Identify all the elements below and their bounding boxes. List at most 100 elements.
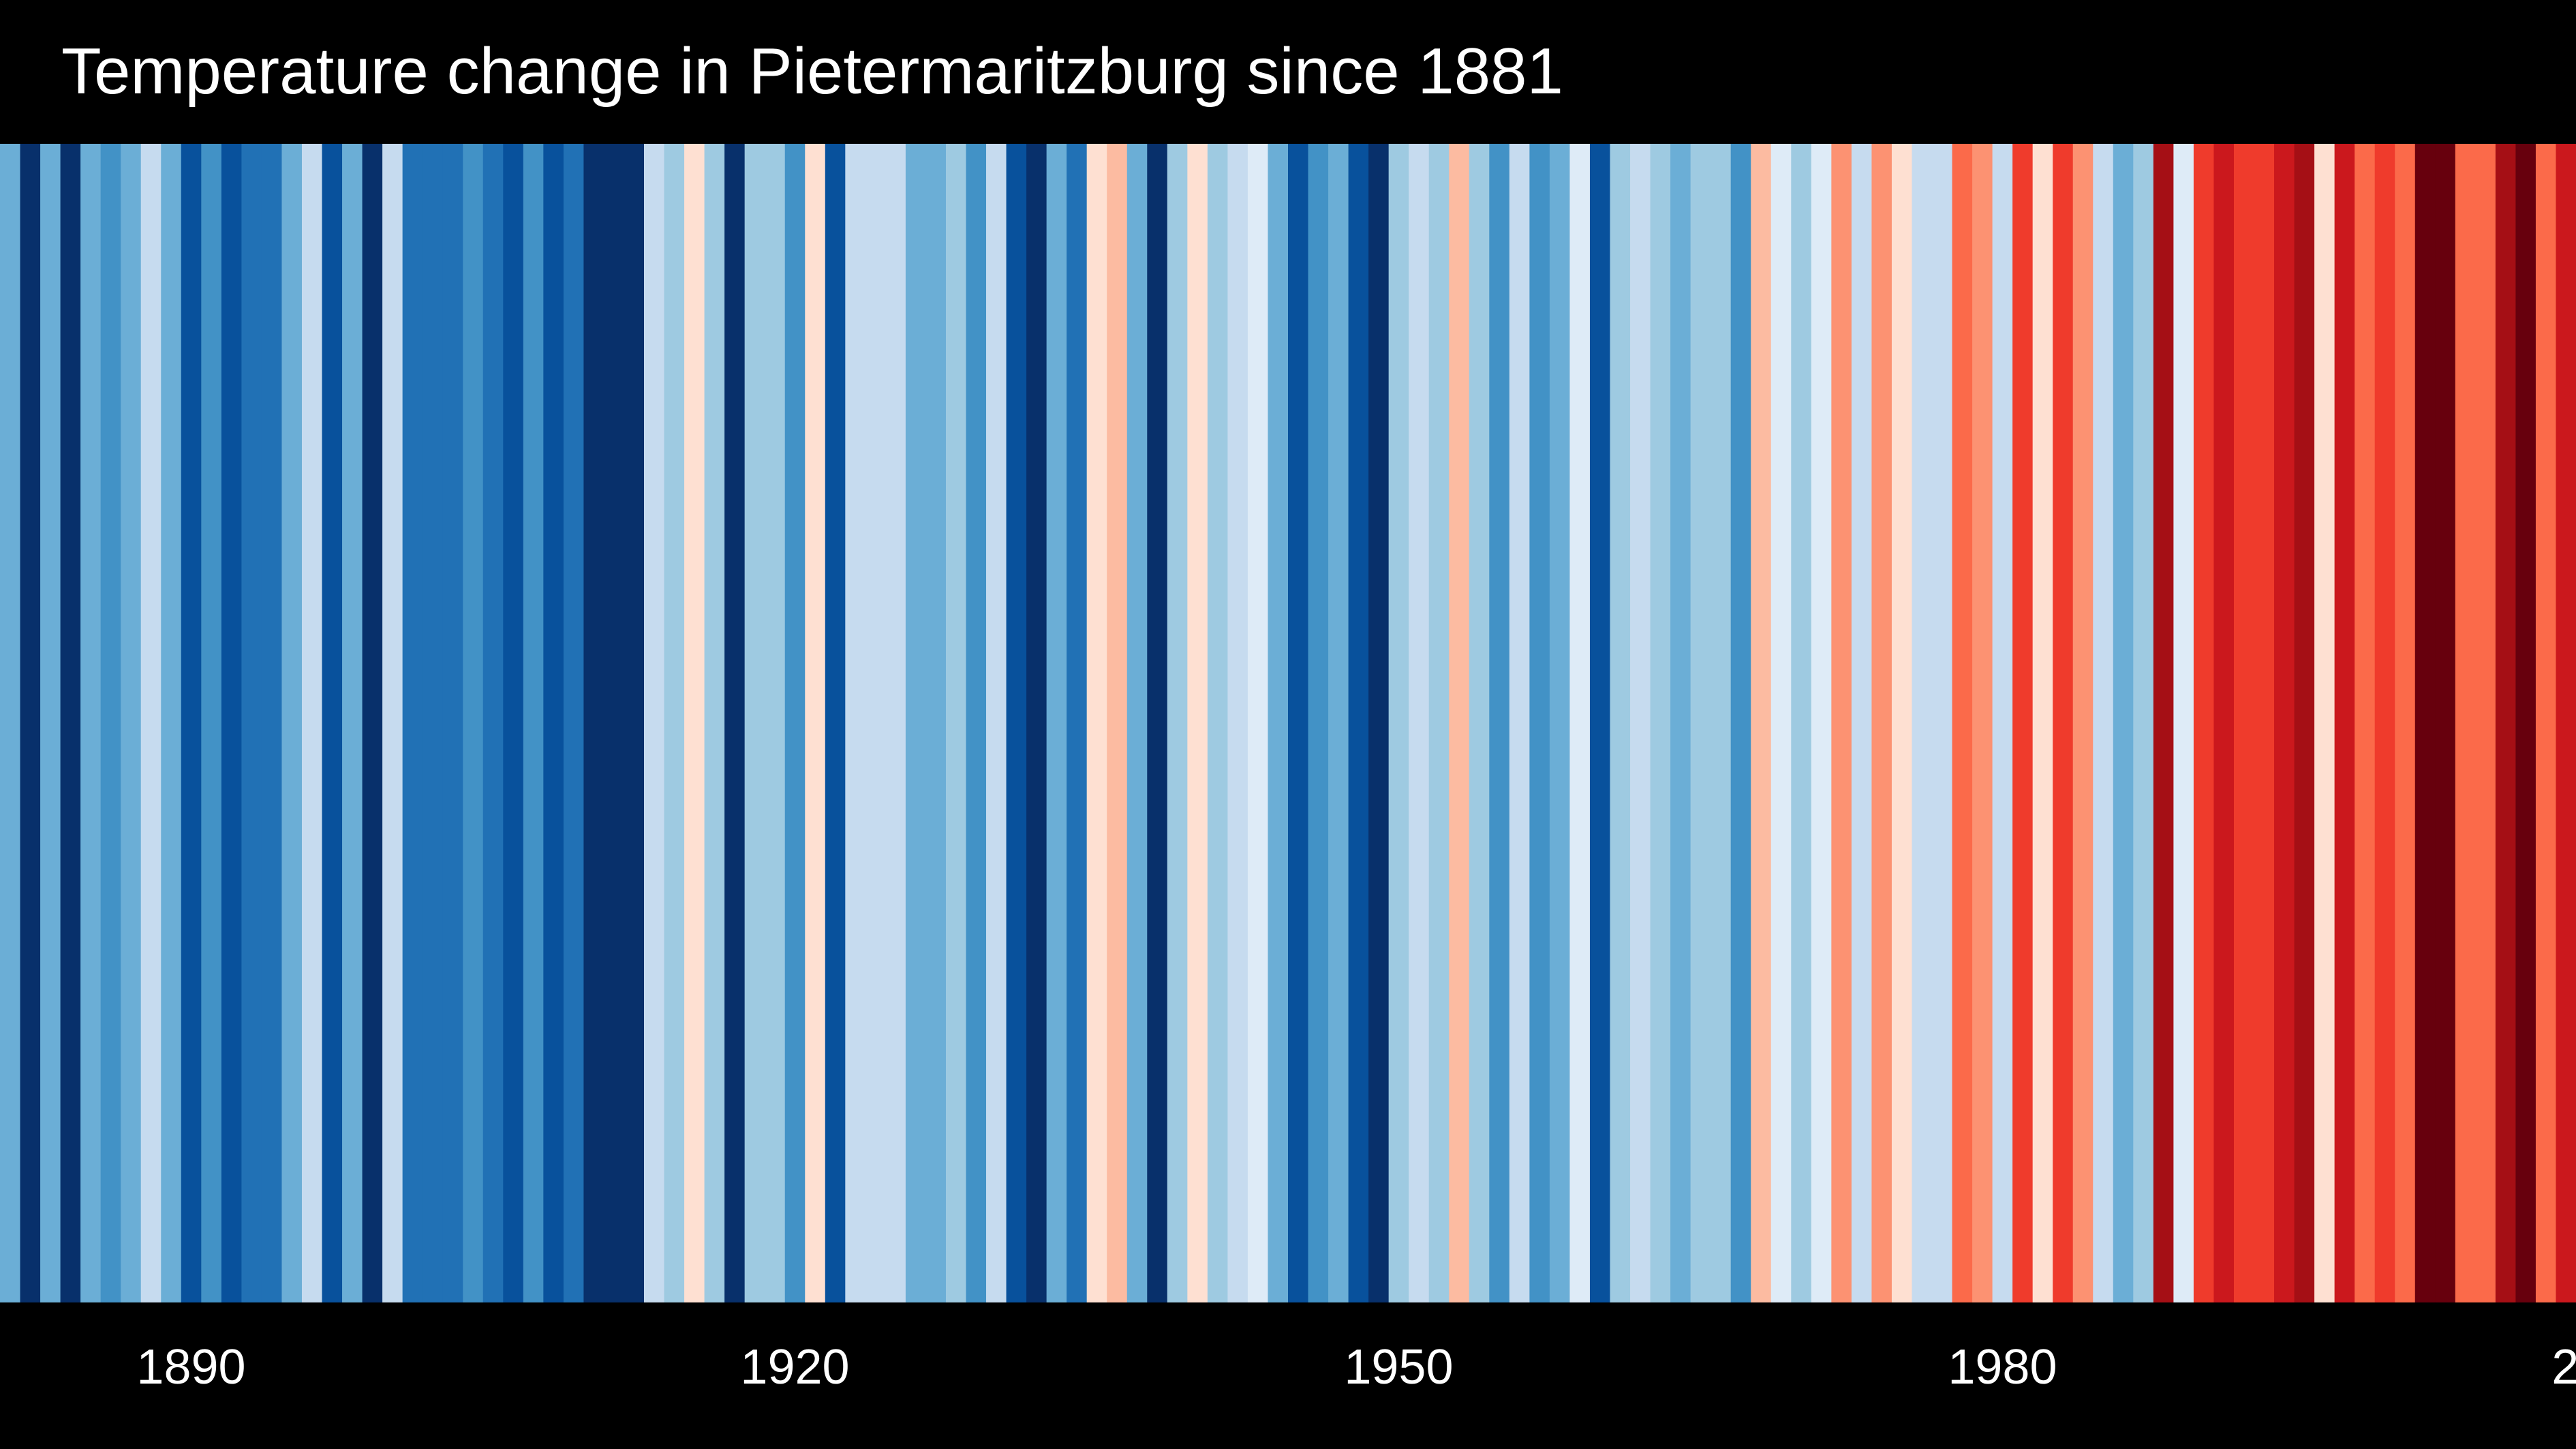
stripe-1937	[1126, 144, 1148, 1302]
x-tick-label: 1980	[1948, 1340, 2057, 1394]
x-tick-label: 2010	[2551, 1340, 2576, 1394]
stripe-1956	[1509, 144, 1530, 1302]
stripe-1909	[563, 144, 585, 1302]
stripe-1888	[140, 144, 162, 1302]
stripe-1892	[221, 144, 242, 1302]
stripe-1882	[20, 144, 41, 1302]
stripe-1963	[1650, 144, 1671, 1302]
stripe-1917	[724, 144, 746, 1302]
stripe-1975	[1891, 144, 1913, 1302]
stripe-1985	[2093, 144, 2114, 1302]
stripe-1995	[2294, 144, 2315, 1302]
stripe-1976	[1912, 144, 1933, 1302]
stripe-1947	[1328, 144, 1349, 1302]
stripe-1920	[784, 144, 806, 1302]
stripe-1896	[301, 144, 323, 1302]
stripe-1940	[1187, 144, 1208, 1302]
stripe-1961	[1610, 144, 1631, 1302]
stripe-1971	[1811, 144, 1832, 1302]
stripe-1925	[885, 144, 906, 1302]
stripe-1912	[624, 144, 645, 1302]
stripe-1916	[704, 144, 725, 1302]
stripe-1933	[1046, 144, 1067, 1302]
stripe-1914	[664, 144, 685, 1302]
stripe-1918	[744, 144, 765, 1302]
stripe-1895	[281, 144, 303, 1302]
stripe-1910	[583, 144, 604, 1302]
stripe-1958	[1549, 144, 1571, 1302]
stripe-1997	[2334, 144, 2355, 1302]
stripe-2000	[2395, 144, 2416, 1302]
stripe-2005	[2495, 144, 2517, 1302]
stripe-1934	[1067, 144, 1088, 1302]
stripe-1962	[1630, 144, 1651, 1302]
stripe-1906	[503, 144, 524, 1302]
stripe-1887	[121, 144, 142, 1302]
stripe-1904	[463, 144, 484, 1302]
stripe-1948	[1348, 144, 1369, 1302]
stripe-1987	[2133, 144, 2154, 1302]
stripe-1951	[1409, 144, 1430, 1302]
stripe-1964	[1670, 144, 1691, 1302]
stripe-1952	[1428, 144, 1450, 1302]
stripe-1900	[382, 144, 403, 1302]
stripe-1957	[1529, 144, 1550, 1302]
stripe-1931	[1006, 144, 1027, 1302]
stripe-1899	[362, 144, 383, 1302]
stripe-1907	[523, 144, 544, 1302]
stripe-1992	[2233, 144, 2255, 1302]
x-tick-label: 1950	[1344, 1340, 1453, 1394]
stripe-1894	[261, 144, 283, 1302]
stripe-1932	[1026, 144, 1047, 1302]
stripe-1935	[1086, 144, 1107, 1302]
stripe-1966	[1711, 144, 1732, 1302]
stripe-1921	[805, 144, 826, 1302]
stripe-1998	[2355, 144, 2376, 1302]
stripe-1979	[1972, 144, 1993, 1302]
stripe-1908	[543, 144, 564, 1302]
stripe-1941	[1207, 144, 1229, 1302]
stripe-1991	[2213, 144, 2235, 1302]
x-tick-label: 1920	[740, 1340, 849, 1394]
stripe-1970	[1791, 144, 1812, 1302]
stripe-1897	[322, 144, 343, 1302]
chart-title: Temperature change in Pietermaritzburg s…	[61, 35, 1563, 108]
stripe-1972	[1831, 144, 1852, 1302]
stripe-1980	[1992, 144, 2013, 1302]
stripe-2007	[2535, 144, 2557, 1302]
stripe-1915	[684, 144, 705, 1302]
stripe-1938	[1147, 144, 1168, 1302]
stripe-1905	[482, 144, 504, 1302]
stripe-1883	[40, 144, 61, 1302]
stripe-1965	[1690, 144, 1711, 1302]
stripe-1981	[2012, 144, 2034, 1302]
stripe-1999	[2374, 144, 2395, 1302]
stripe-1886	[100, 144, 121, 1302]
stripe-1902	[423, 144, 444, 1302]
stripe-1939	[1167, 144, 1188, 1302]
stripe-1969	[1770, 144, 1792, 1302]
stripe-1889	[161, 144, 182, 1302]
stripe-2001	[2414, 144, 2436, 1302]
stripe-2004	[2475, 144, 2496, 1302]
stripe-1967	[1730, 144, 1751, 1302]
stripe-1885	[80, 144, 102, 1302]
stripe-2003	[2455, 144, 2476, 1302]
stripe-1926	[905, 144, 927, 1302]
stripe-1893	[241, 144, 262, 1302]
stripe-1901	[402, 144, 423, 1302]
stripe-1974	[1871, 144, 1892, 1302]
stripe-1994	[2274, 144, 2295, 1302]
stripe-1930	[986, 144, 1007, 1302]
stripe-1936	[1107, 144, 1128, 1302]
stripe-1973	[1851, 144, 1873, 1302]
stripe-1978	[1952, 144, 1973, 1302]
stripe-1927	[925, 144, 947, 1302]
stripe-1986	[2113, 144, 2134, 1302]
stripe-1913	[644, 144, 665, 1302]
stripe-1946	[1308, 144, 1329, 1302]
stripe-1942	[1227, 144, 1248, 1302]
stripe-2008	[2556, 144, 2576, 1302]
stripe-1881	[0, 144, 21, 1302]
